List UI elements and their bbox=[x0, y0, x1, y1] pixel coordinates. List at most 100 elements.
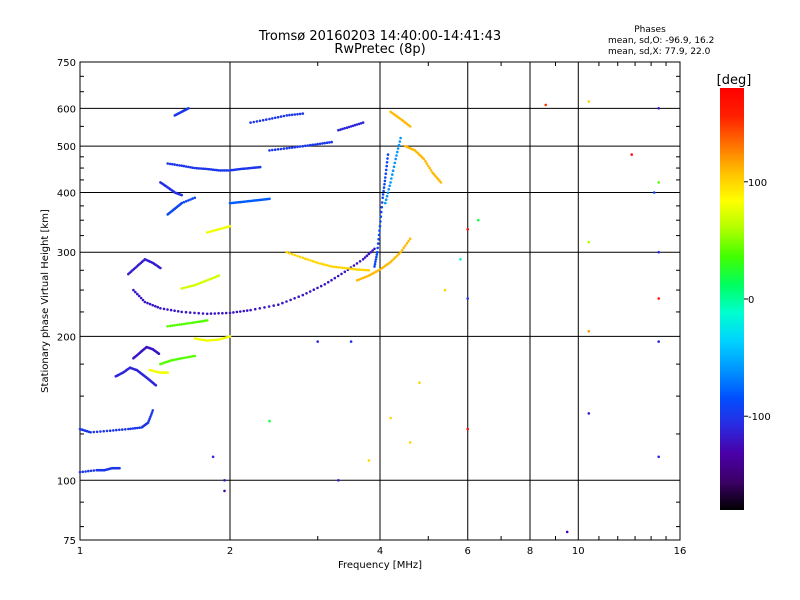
data-point bbox=[358, 260, 362, 263]
data-point bbox=[180, 193, 183, 197]
x-tick-label: 4 bbox=[377, 546, 383, 557]
data-point bbox=[203, 167, 207, 171]
y-tick-label: 750 bbox=[57, 58, 76, 69]
data-point bbox=[252, 120, 256, 124]
data-point bbox=[388, 184, 392, 188]
data-point bbox=[418, 381, 421, 385]
y-tick-label: 600 bbox=[57, 104, 76, 115]
data-point bbox=[351, 124, 355, 128]
data-point bbox=[203, 279, 207, 283]
data-point bbox=[184, 165, 188, 168]
data-point bbox=[293, 253, 297, 257]
data-point bbox=[336, 274, 340, 278]
data-point bbox=[422, 157, 426, 161]
data-point bbox=[193, 337, 197, 340]
data-point bbox=[371, 249, 374, 252]
data-point bbox=[386, 157, 389, 160]
data-point bbox=[279, 147, 283, 151]
data-point bbox=[305, 292, 308, 295]
data-point bbox=[81, 470, 85, 474]
data-point bbox=[92, 469, 96, 472]
data-point bbox=[379, 215, 383, 218]
data-point bbox=[333, 276, 337, 280]
data-point bbox=[330, 140, 334, 144]
data-point bbox=[293, 113, 297, 116]
data-point bbox=[258, 307, 262, 310]
data-point bbox=[311, 143, 315, 147]
colorbar-tick-label: -100 bbox=[748, 412, 771, 423]
data-point bbox=[157, 352, 161, 356]
x-tick-label: 6 bbox=[465, 546, 471, 557]
data-point bbox=[373, 265, 376, 268]
data-point bbox=[325, 264, 329, 267]
data-point bbox=[188, 311, 192, 314]
y-tick-label: 75 bbox=[63, 536, 76, 547]
data-point bbox=[182, 164, 186, 168]
data-point bbox=[146, 421, 150, 424]
data-point bbox=[135, 426, 139, 430]
data-point bbox=[425, 162, 429, 165]
data-point bbox=[108, 429, 112, 433]
data-point bbox=[154, 384, 158, 387]
data-point bbox=[211, 276, 215, 280]
data-point bbox=[168, 324, 172, 328]
data-point bbox=[326, 280, 330, 284]
data-point bbox=[271, 117, 274, 120]
data-point bbox=[387, 188, 391, 191]
data-points bbox=[78, 100, 660, 534]
data-point bbox=[213, 338, 217, 342]
data-point bbox=[228, 311, 232, 315]
data-point bbox=[328, 141, 331, 144]
data-point bbox=[182, 200, 186, 204]
data-point bbox=[203, 338, 207, 342]
data-point bbox=[357, 122, 361, 126]
data-point bbox=[207, 339, 211, 342]
data-point bbox=[408, 441, 412, 444]
data-point bbox=[353, 268, 357, 271]
data-point bbox=[587, 330, 591, 333]
data-point bbox=[156, 305, 160, 309]
data-point bbox=[381, 196, 385, 200]
data-point bbox=[162, 307, 166, 311]
data-point bbox=[166, 308, 169, 311]
data-point bbox=[281, 301, 284, 305]
data-point bbox=[215, 338, 219, 342]
data-point bbox=[193, 321, 197, 324]
data-point bbox=[150, 413, 153, 416]
data-point bbox=[282, 114, 286, 118]
phase-stats-title: Phases bbox=[634, 25, 666, 35]
data-point bbox=[408, 237, 412, 241]
data-point bbox=[127, 427, 130, 431]
data-point bbox=[323, 283, 327, 286]
data-point bbox=[301, 112, 305, 115]
data-point bbox=[290, 252, 294, 256]
data-point bbox=[353, 123, 357, 127]
data-point bbox=[389, 260, 392, 264]
data-point bbox=[215, 168, 219, 172]
data-point bbox=[228, 224, 232, 228]
data-point bbox=[352, 264, 356, 267]
data-point bbox=[84, 470, 87, 473]
data-point bbox=[187, 285, 190, 289]
data-point bbox=[349, 340, 353, 343]
data-point bbox=[184, 200, 188, 203]
data-point bbox=[124, 428, 127, 431]
data-point bbox=[173, 309, 176, 313]
data-point bbox=[258, 165, 262, 169]
data-point bbox=[466, 228, 470, 231]
data-point bbox=[191, 166, 194, 169]
data-point bbox=[268, 419, 271, 423]
data-point bbox=[207, 230, 211, 234]
data-point bbox=[380, 205, 384, 209]
data-point bbox=[102, 429, 105, 433]
data-point bbox=[279, 115, 283, 118]
data-point bbox=[207, 167, 211, 171]
data-point bbox=[397, 252, 401, 256]
data-point bbox=[382, 189, 385, 193]
data-point bbox=[395, 154, 398, 157]
data-point bbox=[282, 147, 286, 150]
data-point bbox=[191, 284, 194, 288]
phase-stats-o: mean, sd,O: -96.9, 16.2 bbox=[608, 36, 714, 46]
data-point bbox=[115, 428, 118, 432]
